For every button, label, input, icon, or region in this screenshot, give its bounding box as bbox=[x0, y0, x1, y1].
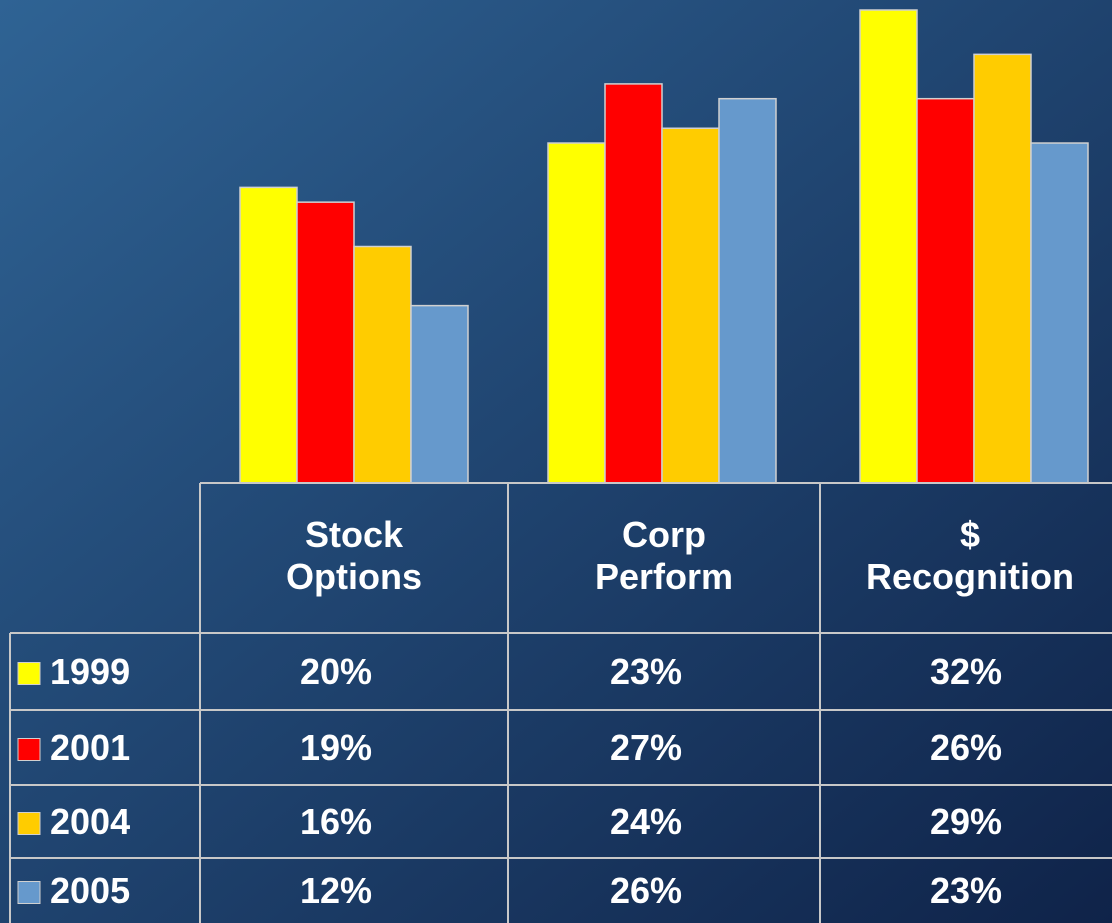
legend-swatch bbox=[17, 881, 41, 904]
bar bbox=[916, 97, 975, 484]
value-label: 32% bbox=[930, 651, 1002, 692]
bar bbox=[1030, 142, 1089, 484]
bar bbox=[239, 186, 298, 484]
bar bbox=[718, 97, 777, 484]
category-label-line: Stock bbox=[305, 514, 404, 555]
value-label: 16% bbox=[300, 801, 372, 842]
category-label: $ Recognition bbox=[866, 514, 1074, 597]
value-label: 23% bbox=[930, 870, 1002, 911]
legend-label: 2004 bbox=[50, 801, 130, 842]
value-label: 26% bbox=[930, 727, 1002, 768]
legend-label: 2001 bbox=[50, 727, 130, 768]
bar bbox=[296, 201, 355, 484]
legend-swatch bbox=[17, 738, 41, 761]
legend-label: 1999 bbox=[50, 651, 130, 692]
category-label-line: Corp bbox=[622, 514, 706, 555]
category-label-line: Options bbox=[286, 556, 422, 597]
legend-label: 2005 bbox=[50, 870, 130, 911]
bar bbox=[547, 142, 606, 484]
value-label: 19% bbox=[300, 727, 372, 768]
legend-swatch bbox=[17, 812, 41, 835]
value-label: 12% bbox=[300, 870, 372, 911]
value-label: 29% bbox=[930, 801, 1002, 842]
value-label: 23% bbox=[610, 651, 682, 692]
category-label-line: Perform bbox=[595, 556, 733, 597]
bar bbox=[973, 53, 1032, 484]
value-label: 20% bbox=[300, 651, 372, 692]
bar bbox=[859, 9, 918, 484]
category-label: Corp Perform bbox=[595, 514, 733, 597]
value-label: 24% bbox=[610, 801, 682, 842]
category-label-line: $ bbox=[960, 514, 980, 555]
category-label: Stock Options bbox=[286, 514, 422, 597]
bar bbox=[661, 127, 720, 484]
bar bbox=[353, 245, 412, 484]
legend-swatch bbox=[17, 662, 41, 685]
bar bbox=[604, 83, 663, 484]
value-label: 27% bbox=[610, 727, 682, 768]
bar bbox=[410, 304, 469, 484]
category-label-line: Recognition bbox=[866, 556, 1074, 597]
value-label: 26% bbox=[610, 870, 682, 911]
